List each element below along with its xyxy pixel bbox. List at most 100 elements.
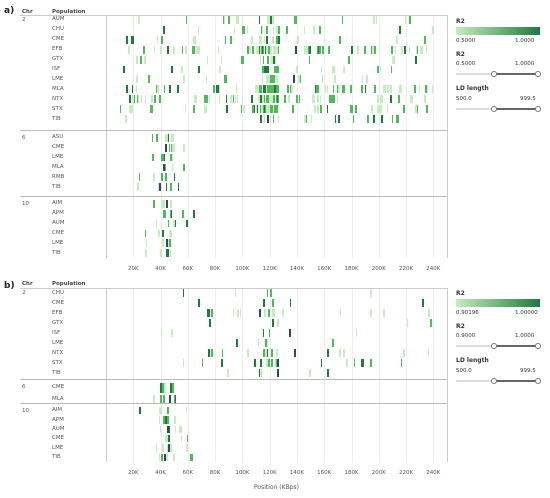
ld-segment xyxy=(161,383,165,393)
ld-segment xyxy=(432,25,435,34)
r2-color-min: 0.90196 xyxy=(456,310,479,316)
ld-segment xyxy=(260,45,262,54)
ld-segment xyxy=(343,349,346,357)
ld-segment xyxy=(343,65,346,74)
ld-segment xyxy=(151,153,155,162)
ld-segment xyxy=(173,453,175,461)
ld-segment xyxy=(288,95,290,104)
ld-segment-peak xyxy=(266,115,269,123)
x-tick-label: 80K xyxy=(209,266,221,272)
ld-segment xyxy=(144,229,147,238)
population-label: CHU xyxy=(52,26,65,33)
ld-segment xyxy=(275,85,278,94)
ld-segment xyxy=(155,219,157,228)
ld-segment xyxy=(229,35,232,44)
ld-segment xyxy=(275,105,278,114)
ld-segment xyxy=(167,45,170,54)
ld-segment xyxy=(153,173,156,182)
ld-segment xyxy=(365,75,369,84)
r2-slider-min-handle[interactable] xyxy=(491,71,497,77)
ld-segment xyxy=(271,95,274,104)
ld-segment xyxy=(398,85,401,94)
ld-length-max-handle[interactable] xyxy=(535,106,541,112)
x-tick-label: 200K xyxy=(371,470,386,476)
ld-segment xyxy=(267,55,269,64)
ld-segment xyxy=(162,229,164,238)
ld-segment xyxy=(266,359,269,367)
ld-segment xyxy=(377,95,379,104)
ld-segment xyxy=(396,35,398,44)
ld-segment xyxy=(294,16,297,24)
x-tick-label: 180K xyxy=(344,266,359,272)
ld-segment xyxy=(146,239,148,248)
ld-segment xyxy=(376,65,379,74)
population-label: AUM xyxy=(52,425,65,432)
ld-segment xyxy=(266,16,270,24)
population-label: CME xyxy=(52,299,65,306)
ld-segment xyxy=(173,45,175,54)
ld-segment xyxy=(150,105,153,114)
ld-segment xyxy=(170,153,173,162)
gridline xyxy=(378,15,380,258)
ld-segment xyxy=(406,319,409,327)
ld-segment xyxy=(263,115,265,123)
ld-length-min-handle[interactable] xyxy=(491,106,497,112)
ld-segment xyxy=(221,55,223,64)
r2-slider-max-handle[interactable] xyxy=(535,343,541,349)
ld-segment xyxy=(193,209,195,218)
ld-segment xyxy=(274,45,277,54)
ld-segment xyxy=(160,329,162,337)
ld-segment xyxy=(336,95,339,104)
ld-segment xyxy=(183,163,186,172)
ld-segment xyxy=(247,25,249,34)
ld-segment xyxy=(320,359,323,367)
r2-slider-max-handle[interactable] xyxy=(535,71,541,77)
r2-slider-min-handle[interactable] xyxy=(491,343,497,349)
panel-top-rule xyxy=(20,15,447,16)
ld-length-max-handle[interactable] xyxy=(535,378,541,384)
ld-segment xyxy=(272,95,275,104)
ld-length-min-handle[interactable] xyxy=(491,378,497,384)
ld-segment xyxy=(163,416,166,424)
ld-segment xyxy=(268,16,270,24)
ld-segment xyxy=(167,407,170,415)
ld-segment xyxy=(341,16,343,24)
ld-segment xyxy=(191,45,195,54)
ld-segment xyxy=(159,249,162,257)
panel-top-rule xyxy=(20,288,447,289)
ld-segment xyxy=(274,85,277,94)
ld-segment xyxy=(266,95,269,104)
ld-segment xyxy=(352,115,355,123)
ld-segment xyxy=(361,85,364,94)
ld-segment xyxy=(166,416,170,424)
gridline xyxy=(433,15,435,258)
ld-segment xyxy=(380,115,383,123)
ld-segment xyxy=(197,65,200,74)
chr-label: 6 xyxy=(22,135,26,141)
ld-segment xyxy=(260,105,263,114)
ld-segment xyxy=(276,349,279,357)
population-label: AIM xyxy=(52,200,63,207)
ld-segment xyxy=(259,85,262,94)
plot-right-rule xyxy=(447,15,448,258)
ld-segment xyxy=(424,85,428,94)
ld-segment xyxy=(276,35,279,44)
ld-segment xyxy=(169,425,171,433)
population-label: TIB xyxy=(52,115,61,122)
ld-segment xyxy=(158,229,160,238)
ld-segment xyxy=(270,55,273,64)
ld-segment xyxy=(281,309,285,317)
ld-segment xyxy=(350,105,353,114)
ld-segment xyxy=(167,435,170,443)
ld-segment xyxy=(169,143,171,152)
ld-segment xyxy=(276,75,279,84)
ld-segment xyxy=(127,45,130,54)
ld-segment xyxy=(170,329,174,337)
ld-segment xyxy=(220,359,224,367)
population-label: GTX xyxy=(52,319,64,326)
ld-length-title: LD length xyxy=(456,357,489,364)
ld-segment xyxy=(224,35,227,44)
ld-segment xyxy=(193,105,195,114)
ld-segment xyxy=(162,394,166,404)
ld-segment xyxy=(276,45,279,54)
